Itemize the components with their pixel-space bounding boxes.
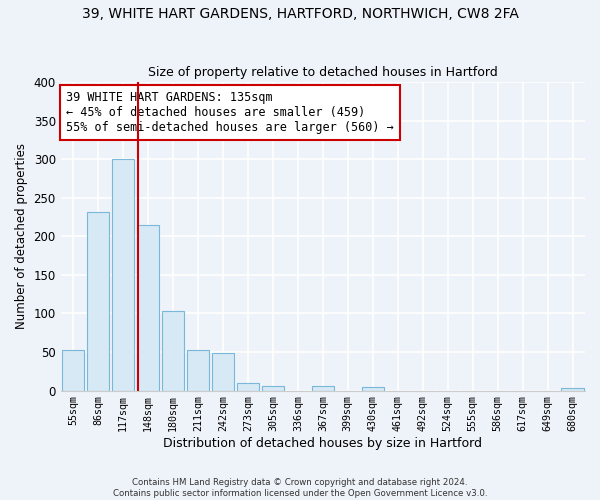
X-axis label: Distribution of detached houses by size in Hartford: Distribution of detached houses by size … (163, 437, 482, 450)
Y-axis label: Number of detached properties: Number of detached properties (15, 144, 28, 330)
Bar (236, 383, 259, 390)
Bar (162, 311, 184, 390)
Bar (137, 224, 159, 390)
Bar (62, 350, 85, 391)
Bar (112, 159, 134, 390)
Bar (311, 386, 334, 390)
Text: 39, WHITE HART GARDENS, HARTFORD, NORTHWICH, CW8 2FA: 39, WHITE HART GARDENS, HARTFORD, NORTHW… (82, 8, 518, 22)
Bar (187, 350, 209, 391)
Title: Size of property relative to detached houses in Hartford: Size of property relative to detached ho… (148, 66, 498, 80)
Bar (262, 386, 284, 390)
Bar (561, 388, 584, 390)
Bar (362, 388, 384, 390)
Text: 39 WHITE HART GARDENS: 135sqm
← 45% of detached houses are smaller (459)
55% of : 39 WHITE HART GARDENS: 135sqm ← 45% of d… (66, 92, 394, 134)
Bar (87, 212, 109, 390)
Bar (212, 353, 234, 391)
Text: Contains HM Land Registry data © Crown copyright and database right 2024.
Contai: Contains HM Land Registry data © Crown c… (113, 478, 487, 498)
